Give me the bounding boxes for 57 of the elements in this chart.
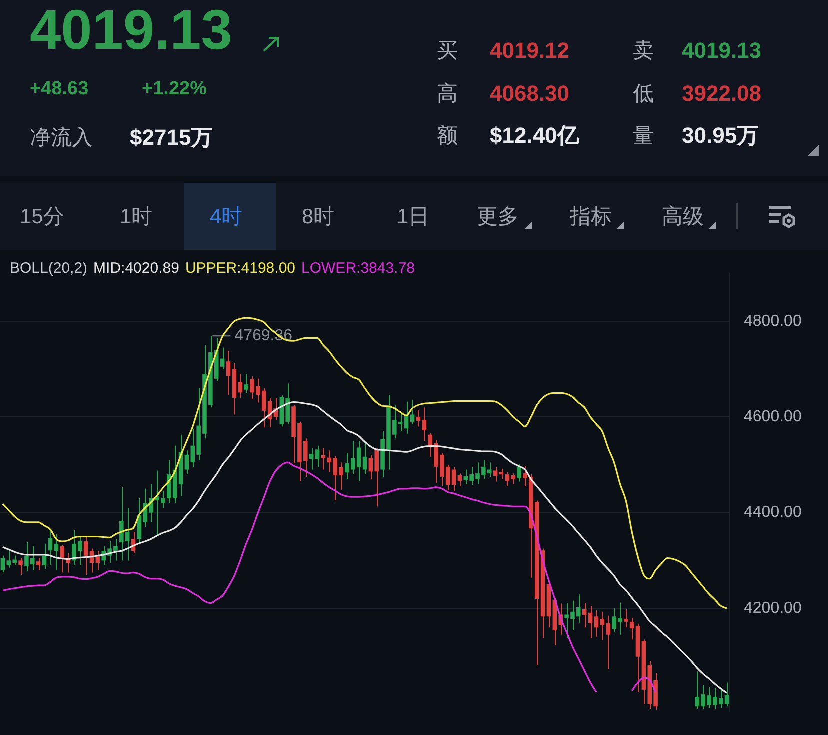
text: 额 (437, 124, 458, 148)
candlestick (42, 543, 47, 570)
text: 买 (437, 40, 458, 62)
text: 30.95万 (682, 123, 760, 148)
candlestick (84, 536, 88, 576)
text: 低 (633, 82, 654, 106)
candlestick (18, 558, 23, 576)
candlestick (624, 608, 628, 628)
y-tick-label: 4600.00 (744, 408, 802, 426)
text: 1日 (397, 206, 430, 228)
text: 4019.13 (682, 38, 762, 63)
candlestick (458, 473, 462, 488)
text: 指标 (570, 206, 612, 228)
candlestick (36, 558, 41, 571)
text: 更多 (477, 206, 519, 228)
text: UPPER:4198.00 (185, 260, 296, 277)
candlestick (517, 464, 522, 482)
y-tick-label: 4400.00 (744, 504, 802, 522)
text: 卖 (633, 40, 654, 62)
candlestick (410, 399, 415, 425)
text: 4019.13 (30, 0, 232, 61)
text: 4019.12 (490, 38, 570, 63)
text: 4时 (210, 206, 243, 228)
candlestick (594, 610, 599, 638)
candlestick (315, 445, 320, 468)
legend-title: BOLL(20,2) (10, 260, 88, 277)
text: $12.40亿 (490, 123, 580, 148)
y-tick-label: 4200.00 (744, 600, 802, 617)
candlestick (321, 448, 326, 470)
text: +48.63 (30, 78, 89, 100)
text: MID:4020.89 (94, 260, 180, 277)
candlestick (630, 618, 634, 640)
candlestick (499, 468, 504, 480)
text: 1时 (120, 206, 153, 228)
line-series (2, 317, 728, 610)
candlestick (582, 602, 587, 628)
candlestick (60, 544, 64, 574)
text: +1.22% (142, 78, 207, 100)
candlestick (588, 606, 593, 639)
text: 15分 (20, 206, 64, 228)
text: 高 (437, 82, 458, 106)
candlestick (724, 682, 730, 708)
candlestick (362, 442, 368, 476)
candlestick (0, 555, 6, 574)
text: 净流入 (30, 126, 93, 150)
text: 3922.08 (682, 81, 762, 106)
candlestick (244, 374, 248, 394)
candlestick (452, 466, 456, 492)
text: 量 (633, 124, 654, 148)
candlestick (226, 350, 231, 396)
text: 8时 (302, 206, 335, 228)
text: LOWER:3843.78 (302, 260, 415, 277)
candlestick (493, 466, 498, 482)
text: 4068.30 (490, 81, 570, 106)
text: 高级 (662, 206, 704, 228)
y-tick-label: 4800.00 (744, 312, 802, 330)
text: $2715万 (130, 125, 214, 150)
